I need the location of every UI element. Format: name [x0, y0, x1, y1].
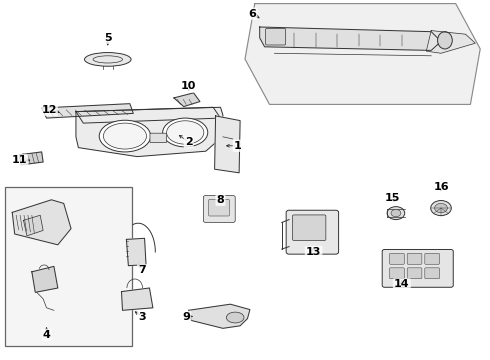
- Ellipse shape: [167, 121, 204, 144]
- Text: 4: 4: [43, 330, 50, 340]
- Polygon shape: [189, 304, 250, 328]
- Ellipse shape: [435, 203, 447, 213]
- Polygon shape: [426, 31, 475, 53]
- Polygon shape: [126, 238, 146, 266]
- FancyBboxPatch shape: [407, 268, 422, 279]
- Polygon shape: [20, 152, 43, 165]
- Text: 8: 8: [217, 195, 224, 205]
- Polygon shape: [32, 266, 58, 292]
- Polygon shape: [174, 93, 200, 107]
- Polygon shape: [245, 4, 480, 104]
- Text: 2: 2: [185, 137, 193, 147]
- FancyBboxPatch shape: [425, 253, 440, 264]
- FancyBboxPatch shape: [286, 210, 339, 254]
- Text: 10: 10: [181, 81, 196, 91]
- Text: 9: 9: [182, 312, 190, 322]
- Text: 6: 6: [248, 9, 256, 19]
- Text: 11: 11: [12, 155, 27, 165]
- Ellipse shape: [163, 118, 208, 147]
- Ellipse shape: [226, 312, 244, 323]
- Ellipse shape: [438, 32, 452, 49]
- Polygon shape: [76, 107, 220, 123]
- Polygon shape: [122, 288, 153, 310]
- Text: 5: 5: [104, 33, 112, 43]
- Ellipse shape: [387, 207, 405, 220]
- FancyBboxPatch shape: [203, 195, 235, 222]
- Ellipse shape: [84, 53, 131, 66]
- FancyBboxPatch shape: [209, 199, 229, 216]
- FancyBboxPatch shape: [293, 215, 326, 240]
- Text: 12: 12: [41, 105, 57, 115]
- Ellipse shape: [431, 201, 451, 216]
- FancyBboxPatch shape: [390, 253, 404, 264]
- Text: 7: 7: [138, 265, 146, 275]
- Polygon shape: [215, 116, 240, 173]
- Text: 15: 15: [384, 193, 400, 203]
- Text: 1: 1: [234, 141, 242, 151]
- Text: 16: 16: [433, 182, 449, 192]
- FancyBboxPatch shape: [150, 133, 167, 143]
- Polygon shape: [12, 200, 71, 245]
- Text: 14: 14: [394, 279, 410, 289]
- Bar: [5, 187, 132, 346]
- Ellipse shape: [99, 120, 151, 152]
- Text: 13: 13: [306, 247, 321, 257]
- Ellipse shape: [103, 123, 147, 149]
- FancyBboxPatch shape: [266, 28, 286, 45]
- Polygon shape: [24, 215, 43, 236]
- Polygon shape: [76, 107, 223, 157]
- Text: 3: 3: [138, 312, 146, 322]
- FancyBboxPatch shape: [390, 268, 404, 279]
- FancyBboxPatch shape: [407, 253, 422, 264]
- FancyBboxPatch shape: [425, 268, 440, 279]
- Polygon shape: [42, 104, 133, 118]
- Polygon shape: [260, 27, 441, 50]
- Ellipse shape: [391, 210, 401, 217]
- FancyBboxPatch shape: [382, 249, 453, 287]
